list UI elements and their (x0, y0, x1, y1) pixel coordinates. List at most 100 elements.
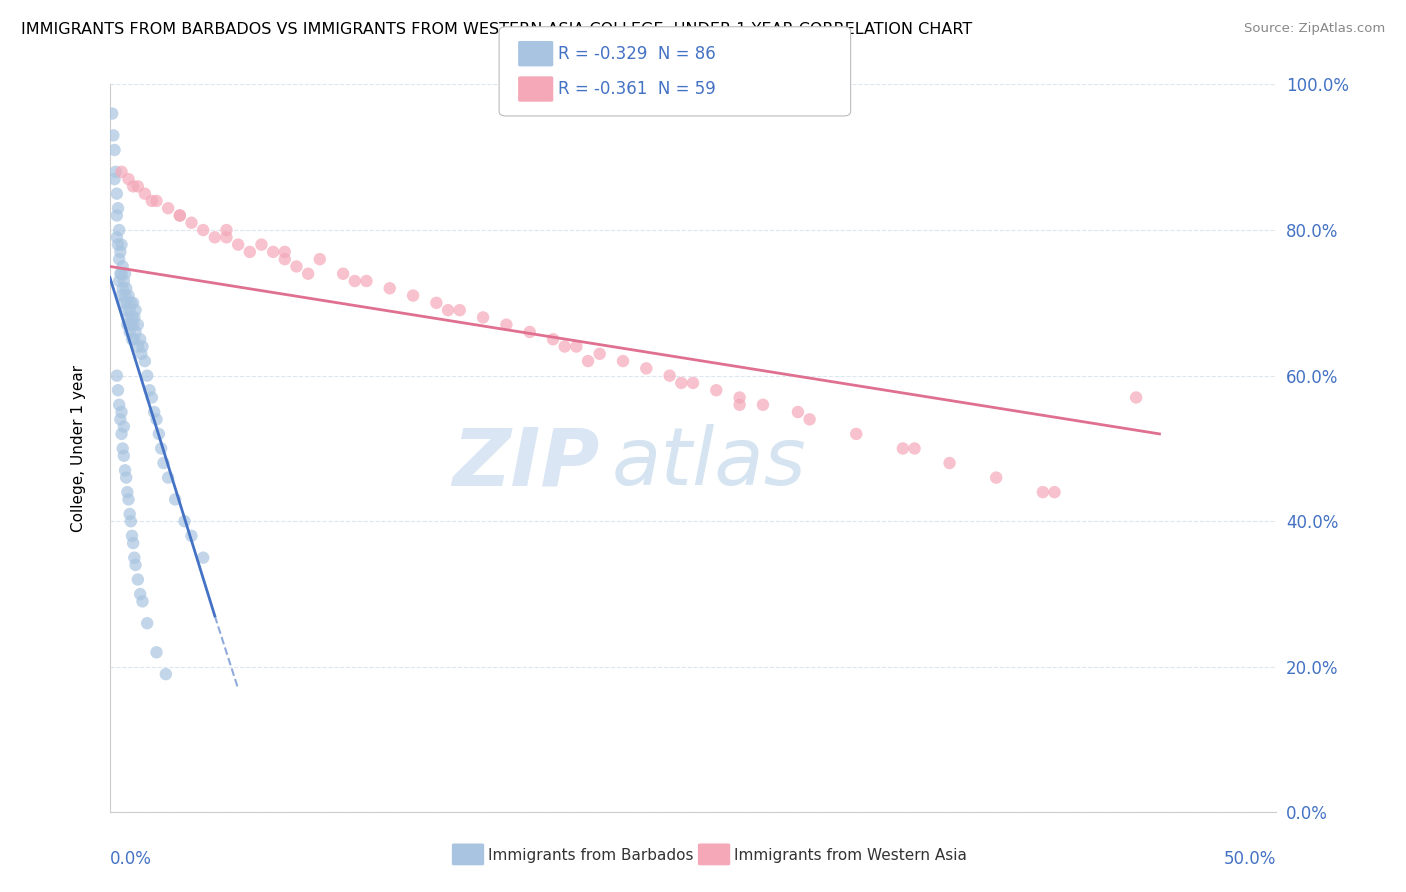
Point (107, 383, 129, 397)
Point (108, 223, 131, 237)
Point (612, 354, 634, 368)
Point (165, 492, 187, 507)
Point (117, 492, 139, 507)
Point (141, 391, 163, 405)
Point (131, 594, 153, 608)
Point (118, 507, 141, 521)
Point (103, 128, 125, 143)
Point (138, 383, 160, 397)
Point (107, 237, 129, 252)
Point (127, 573, 149, 587)
Point (155, 667, 177, 681)
Point (378, 281, 401, 295)
Point (108, 274, 131, 288)
Point (112, 419, 135, 434)
Point (402, 288, 425, 302)
Text: IMMIGRANTS FROM BARBADOS VS IMMIGRANTS FROM WESTERN ASIA COLLEGE, UNDER 1 YEAR C: IMMIGRANTS FROM BARBADOS VS IMMIGRANTS F… (21, 22, 973, 37)
Text: Immigrants from Barbados: Immigrants from Barbados (488, 847, 693, 863)
Point (110, 412, 132, 426)
Point (121, 332, 143, 346)
Point (658, 368, 681, 383)
Point (285, 260, 308, 274)
Point (110, 405, 132, 419)
Point (250, 237, 273, 252)
Point (682, 376, 704, 390)
Point (120, 318, 142, 332)
Point (152, 456, 174, 470)
Point (215, 230, 238, 244)
Point (425, 296, 447, 310)
Y-axis label: College, Under 1 year: College, Under 1 year (72, 365, 86, 532)
Point (169, 209, 191, 223)
Point (115, 303, 138, 318)
Point (110, 237, 132, 252)
Point (112, 449, 135, 463)
Point (129, 332, 152, 346)
Point (114, 463, 136, 477)
Point (332, 267, 354, 281)
Point (105, 230, 128, 244)
Point (108, 252, 131, 267)
Point (437, 303, 460, 318)
Point (127, 339, 149, 353)
Point (589, 347, 612, 361)
Point (495, 318, 517, 332)
Point (112, 274, 135, 288)
Point (114, 267, 136, 281)
Point (105, 368, 128, 383)
Point (124, 303, 146, 318)
Point (117, 318, 139, 332)
Point (131, 339, 153, 353)
Point (110, 267, 132, 281)
Point (157, 201, 180, 215)
Point (134, 186, 156, 201)
Point (752, 398, 775, 412)
Text: R = -0.361  N = 59: R = -0.361 N = 59 (558, 80, 716, 98)
Point (262, 244, 284, 259)
Point (226, 237, 249, 252)
Point (117, 310, 139, 325)
Point (112, 296, 135, 310)
Point (145, 412, 167, 426)
Point (117, 288, 139, 302)
Text: 0.0%: 0.0% (110, 850, 152, 868)
Point (274, 252, 297, 267)
Point (308, 252, 330, 267)
Point (104, 165, 127, 179)
Point (787, 405, 810, 419)
Point (103, 143, 125, 157)
Point (134, 354, 156, 368)
Point (671, 376, 693, 390)
Point (124, 332, 146, 346)
Text: ZIP: ZIP (453, 424, 600, 502)
Point (180, 529, 202, 543)
Point (903, 442, 925, 456)
Point (215, 223, 238, 237)
Point (118, 325, 141, 339)
Point (1125, 391, 1147, 405)
Point (115, 470, 138, 484)
Point (120, 514, 142, 528)
Text: atlas: atlas (612, 424, 806, 502)
Point (105, 186, 128, 201)
Point (122, 296, 145, 310)
Point (122, 179, 145, 194)
Point (449, 303, 471, 318)
Point (986, 470, 1008, 484)
Point (124, 550, 146, 565)
Point (169, 209, 191, 223)
Point (124, 325, 146, 339)
Text: R = -0.329  N = 86: R = -0.329 N = 86 (558, 45, 716, 62)
Point (239, 244, 262, 259)
Point (191, 550, 214, 565)
Point (891, 442, 914, 456)
Point (938, 456, 960, 470)
Point (145, 645, 167, 659)
Point (121, 529, 143, 543)
Point (565, 339, 588, 353)
Point (1032, 485, 1054, 500)
Point (143, 405, 166, 419)
Point (576, 354, 599, 368)
Point (103, 172, 125, 186)
Point (343, 274, 366, 288)
